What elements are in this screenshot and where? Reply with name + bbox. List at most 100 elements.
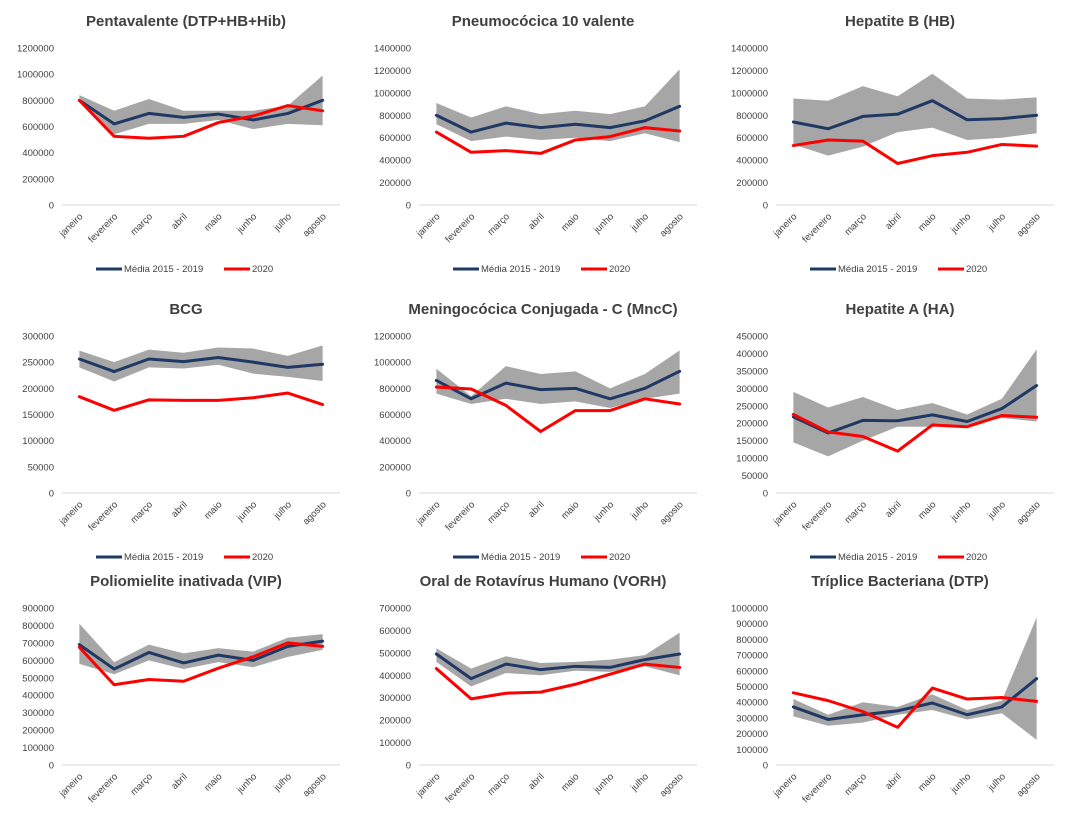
y-tick-label: 0 <box>406 761 411 772</box>
y-tick-label: 600000 <box>379 410 411 421</box>
x-tick-label: abril <box>169 211 189 231</box>
x-tick-label: março <box>129 499 155 525</box>
x-tick-label: maio <box>559 499 581 521</box>
x-tick-label: julho <box>271 499 294 522</box>
y-tick-label: 1200000 <box>731 66 768 77</box>
y-tick-label: 1200000 <box>374 332 411 343</box>
y-tick-label: 0 <box>406 489 411 500</box>
chart-title: Hepatite B (HB) <box>845 13 955 30</box>
series-point-2020 <box>678 402 681 406</box>
legend-label-2020: 2020 <box>609 264 630 275</box>
series-point-average <box>539 668 542 671</box>
x-tick-label: junho <box>591 771 616 796</box>
x-tick-label: fevereiro <box>86 771 120 805</box>
series-line-2020 <box>434 385 682 434</box>
chart-panel: BCG 0 50000 100000 150000 200000 250000 300000 j… <box>22 301 340 563</box>
x-tick-label: abril <box>169 499 189 519</box>
y-tick-label: 200000 <box>736 419 768 430</box>
chart-panel: Hepatite B (HB) 0 200000 400000 600000 800000… <box>731 13 1054 275</box>
series-point-average <box>678 370 681 373</box>
x-tick-label: junho <box>591 499 616 524</box>
x-tick-label: junho <box>591 211 616 236</box>
series-point-2020 <box>435 130 438 134</box>
y-tick-label: 800000 <box>736 635 768 646</box>
series-point-2020 <box>321 109 324 113</box>
series-point-average <box>1000 407 1004 410</box>
y-tick-label: 0 <box>763 489 768 500</box>
series-point-2020 <box>1035 700 1038 703</box>
x-tick-label: junho <box>948 211 973 236</box>
x-tick-label: março <box>129 211 155 237</box>
series-point-2020 <box>1000 696 1004 699</box>
x-tick-label: janeiro <box>771 771 800 800</box>
x-tick-label: agosto <box>1015 771 1043 799</box>
series-line-2020 <box>77 391 325 412</box>
y-tick-label: 600000 <box>22 122 54 133</box>
series-point-average <box>469 677 473 680</box>
series-point-average <box>182 360 185 363</box>
chart-panel: Pneumocócica 10 valente 0 200000 400000 6000… <box>374 13 697 275</box>
legend-label-2020: 2020 <box>609 552 630 563</box>
series-line-average <box>77 639 325 671</box>
y-tick-label: 200000 <box>736 729 768 740</box>
series-point-2020 <box>539 430 542 433</box>
y-tick-label: 400000 <box>736 349 768 360</box>
range-band <box>793 349 1037 457</box>
range-band <box>79 345 323 382</box>
y-tick-label: 1000000 <box>731 88 768 99</box>
x-tick-label: março <box>129 771 155 797</box>
series-point-2020 <box>861 710 865 713</box>
x-tick-label: abril <box>883 771 903 791</box>
series-line-average <box>77 98 325 126</box>
series-point-2020 <box>147 137 151 140</box>
y-tick-label: 300000 <box>22 708 54 719</box>
x-tick-label: janeiro <box>414 499 443 528</box>
y-tick-label: 400000 <box>379 436 411 447</box>
y-tick-label: 0 <box>406 201 411 212</box>
y-tick-label: 200000 <box>22 384 54 395</box>
legend-label-2020: 2020 <box>252 264 273 275</box>
series-point-2020 <box>826 430 830 434</box>
y-tick-label: 100000 <box>22 743 54 754</box>
series-point-2020 <box>1035 416 1038 419</box>
series-point-2020 <box>643 397 647 400</box>
series-point-2020 <box>435 385 438 389</box>
x-tick-label: maio <box>559 211 581 233</box>
series-point-average <box>147 651 151 654</box>
y-tick-label: 50000 <box>742 471 768 482</box>
series-point-average <box>321 639 324 643</box>
chart-title: Pentavalente (DTP+HB+Hib) <box>86 13 286 30</box>
series-point-2020 <box>147 398 151 402</box>
series-point-average <box>678 652 681 656</box>
y-tick-label: 200000 <box>379 462 411 473</box>
x-tick-label: abril <box>883 211 903 231</box>
series-point-2020 <box>643 662 647 666</box>
x-tick-label: agosto <box>301 771 329 799</box>
y-tick-label: 450000 <box>736 332 768 343</box>
series-point-average <box>931 413 934 417</box>
series-point-average <box>251 360 255 364</box>
series-line-average <box>434 369 682 401</box>
series-point-average <box>826 127 830 130</box>
series-line-2020 <box>791 686 1039 729</box>
series-point-average <box>861 713 865 716</box>
y-tick-label: 250000 <box>22 358 54 369</box>
legend-label-2020: 2020 <box>252 552 273 563</box>
y-tick-label: 350000 <box>736 366 768 377</box>
y-tick-label: 200000 <box>736 178 768 189</box>
x-tick-label: junho <box>948 499 973 524</box>
series-point-2020 <box>217 399 220 402</box>
series-line-average <box>791 99 1039 131</box>
series-point-2020 <box>78 395 81 398</box>
series-point-average <box>1035 114 1038 117</box>
series-point-2020 <box>643 126 647 129</box>
y-tick-label: 400000 <box>22 691 54 702</box>
x-tick-label: agosto <box>301 211 329 239</box>
y-tick-label: 100000 <box>379 738 411 749</box>
y-tick-label: 0 <box>49 761 54 772</box>
series-point-2020 <box>826 699 830 702</box>
series-point-2020 <box>251 655 255 659</box>
series-point-average <box>1000 705 1004 709</box>
series-point-average <box>896 419 899 422</box>
